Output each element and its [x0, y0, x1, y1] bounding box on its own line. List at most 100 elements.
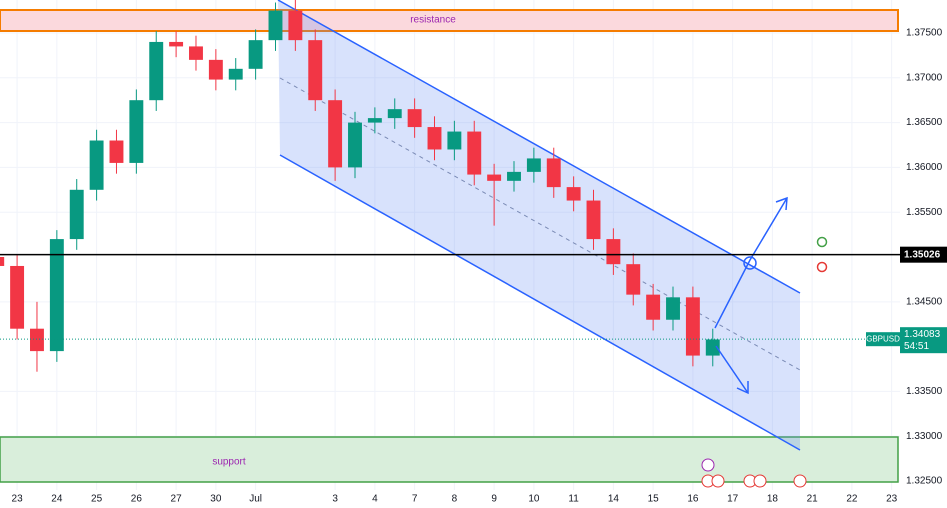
axes: 1.37500 1.37000 1.36500 1.36000 1.35500 1.345…: [12, 28, 943, 505]
symbol-tag: [866, 332, 900, 347]
x-tick-label: 4: [372, 494, 378, 505]
x-tick-label: 18: [767, 494, 779, 505]
support-label: support: [212, 457, 246, 468]
candle-body: [526, 158, 541, 172]
x-tick-label: 25: [91, 494, 103, 505]
x-tick-label: 26: [131, 494, 143, 505]
candle-body: [228, 68, 243, 80]
candle-body: [666, 297, 680, 320]
y-tick-label: 1.33500: [906, 386, 943, 397]
price-tag: [900, 327, 947, 354]
arrow-down: [715, 345, 749, 394]
candle-body: [566, 187, 581, 201]
candle-body: [685, 297, 700, 356]
grid: [0, 0, 900, 490]
x-tick-label: 23: [12, 494, 24, 505]
x-tick-label: 10: [528, 494, 540, 505]
x-tick-label: Jul: [249, 494, 262, 505]
candle-body: [268, 10, 283, 41]
candle-body: [705, 339, 720, 356]
x-tick-label: 27: [171, 494, 183, 505]
x-tick-label: 17: [727, 494, 739, 505]
candle-body: [208, 59, 223, 80]
y-tick-label: 1.33000: [906, 431, 943, 442]
x-tick-label: 24: [51, 494, 63, 505]
resistance-zone: [0, 9, 899, 32]
candle-body: [30, 328, 44, 352]
candle-body: [586, 200, 601, 240]
y-tick-label: 1.36500: [906, 117, 943, 128]
countdown-label: 54:51: [904, 341, 929, 352]
x-tick-label: 7: [412, 494, 418, 505]
candle-body: [288, 10, 303, 41]
event-icon[interactable]: [793, 474, 807, 488]
channel-mid: [279, 77, 801, 371]
x-tick-label: 11: [568, 494, 579, 505]
candle-body: [328, 100, 343, 168]
time-axis: [0, 490, 947, 508]
event-icon[interactable]: [711, 474, 725, 488]
arrow-up-head: [775, 196, 788, 211]
x-tick-label: 16: [687, 494, 699, 505]
candle-body: [467, 131, 482, 175]
last-price-label: 1.34083: [904, 329, 941, 340]
channel-upper: [277, 0, 801, 294]
alert-red[interactable]: [816, 261, 828, 273]
candle-body: [507, 171, 521, 181]
candle-body: [646, 294, 661, 320]
candle-body: [69, 189, 84, 240]
candle-body: [427, 127, 442, 150]
candle-body: [606, 239, 621, 265]
candle-body: [109, 140, 124, 163]
y-tick-label: 1.37000: [906, 72, 943, 83]
candle-body: [189, 46, 203, 60]
candle-body: [308, 40, 323, 101]
x-tick-label: 15: [648, 494, 660, 505]
candle-body: [348, 122, 362, 168]
x-tick-label: 9: [491, 494, 497, 505]
candle-body: [248, 40, 263, 69]
x-tick-label: 21: [807, 494, 819, 505]
candles: [0, 0, 720, 372]
resistance-label: resistance: [410, 15, 456, 26]
x-tick-label: 22: [846, 494, 858, 505]
level-tag: [900, 246, 947, 263]
candle-body: [626, 264, 641, 295]
candle-body: [10, 265, 25, 329]
candle-body: [149, 41, 164, 101]
x-tick-label: 14: [608, 494, 620, 505]
y-tick-label: 1.36000: [906, 162, 943, 173]
x-tick-label: 23: [886, 494, 898, 505]
candle-body: [367, 118, 382, 123]
level-label: 1.35026: [904, 249, 941, 260]
candle-body: [487, 174, 502, 181]
channel-lower: [279, 154, 801, 451]
candle-body: [0, 257, 5, 266]
alert-green[interactable]: [816, 236, 828, 248]
y-tick-label: 1.32500: [906, 476, 943, 487]
candle-body: [49, 239, 64, 352]
event-icon[interactable]: [753, 474, 767, 488]
arrow-up: [714, 197, 788, 329]
arrow-node: [743, 256, 757, 270]
candle-body: [447, 131, 462, 150]
candle-body: [387, 109, 402, 119]
candle-body: [129, 100, 144, 163]
y-tick-label: 1.35500: [906, 207, 943, 218]
x-tick-label: 8: [452, 494, 458, 505]
x-tick-label: 3: [332, 494, 338, 505]
symbol-label: GBPUSD: [866, 334, 900, 343]
support-zone: [0, 436, 899, 483]
channel-fill: [278, 0, 800, 450]
y-tick-label: 1.34500: [906, 296, 943, 307]
candle-body: [546, 158, 561, 188]
arrows: [714, 196, 788, 395]
y-tick-label: 1.37500: [906, 28, 943, 39]
arrow-down-head: [736, 381, 749, 395]
candle-body: [89, 140, 104, 190]
candle-body: [169, 41, 184, 47]
candle-body: [407, 109, 422, 128]
event-icon[interactable]: [701, 458, 715, 472]
x-tick-label: 30: [210, 494, 222, 505]
